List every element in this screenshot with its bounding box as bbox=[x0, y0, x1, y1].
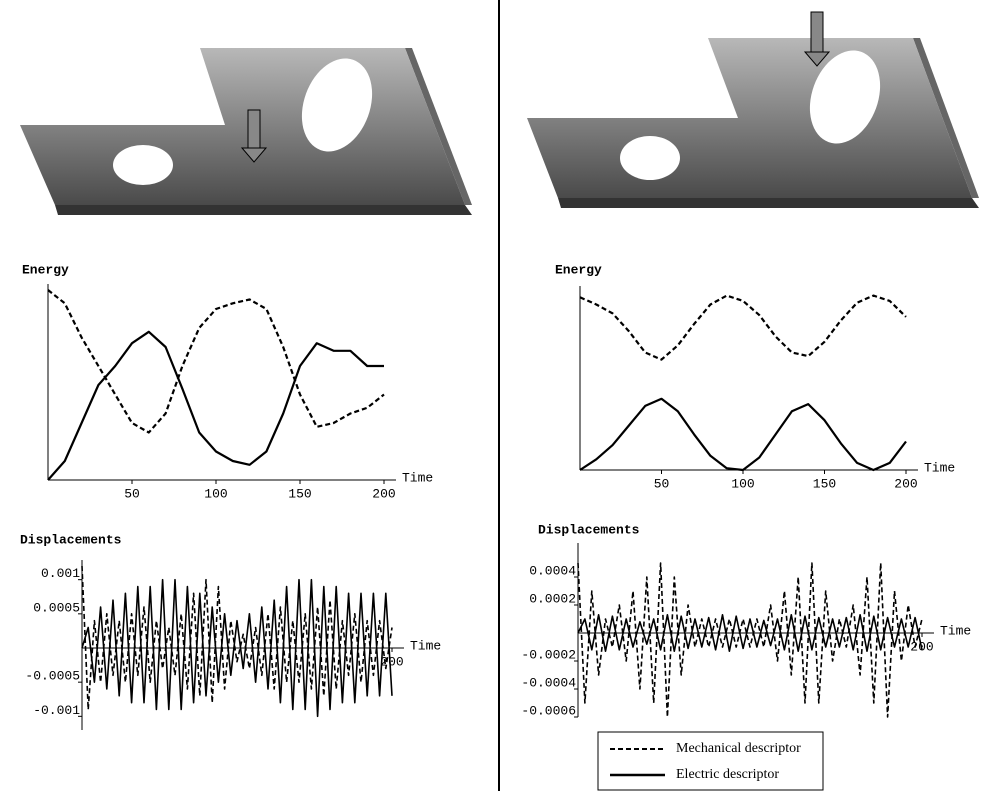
y-tick-label: -0.0006 bbox=[521, 703, 576, 718]
plate-left bbox=[20, 48, 472, 215]
x-tick-label: 100 bbox=[204, 486, 227, 501]
series-line bbox=[81, 578, 393, 718]
series-line bbox=[81, 565, 393, 711]
y-tick-label: -0.001 bbox=[33, 703, 80, 718]
legend-label: Electric descriptor bbox=[676, 767, 779, 782]
x-tick-label: 50 bbox=[124, 486, 140, 501]
y-tick-label: 0.0002 bbox=[529, 591, 576, 606]
x-axis-label: Time bbox=[924, 460, 955, 475]
y-tick-label: 0.0005 bbox=[33, 600, 80, 615]
plate-right bbox=[527, 11, 979, 208]
x-tick-label: 50 bbox=[654, 476, 670, 491]
x-axis-label: Time bbox=[410, 638, 441, 653]
chart-title: Energy bbox=[555, 262, 602, 277]
series-line bbox=[47, 330, 384, 481]
series-line bbox=[579, 397, 907, 472]
y-tick-label: 0.0004 bbox=[529, 563, 576, 578]
chart-title: Displacements bbox=[20, 532, 122, 547]
legend-label: Mechanical descriptor bbox=[676, 741, 801, 756]
x-axis-label: Time bbox=[402, 470, 433, 485]
y-tick-label: -0.0004 bbox=[521, 675, 576, 690]
x-tick-label: 150 bbox=[288, 486, 311, 501]
legend-box bbox=[597, 731, 824, 791]
x-tick-label: 200 bbox=[372, 486, 395, 501]
y-tick-label: -0.0002 bbox=[521, 647, 576, 662]
x-tick-label: 100 bbox=[731, 476, 754, 491]
legend: Mechanical descriptor Electric descripto… bbox=[597, 731, 824, 791]
chart-title: Displacements bbox=[538, 522, 640, 537]
x-axis-label: Time bbox=[940, 623, 971, 638]
y-tick-label: -0.0005 bbox=[25, 669, 80, 684]
series-line bbox=[577, 562, 923, 718]
series-line bbox=[579, 294, 907, 361]
y-tick-label: 0.001 bbox=[41, 566, 80, 581]
x-tick-label: 200 bbox=[380, 654, 403, 669]
x-tick-label: 200 bbox=[894, 476, 917, 491]
series-line bbox=[47, 289, 385, 434]
chart-title: Energy bbox=[22, 262, 69, 277]
series-line bbox=[577, 614, 923, 652]
x-tick-label: 150 bbox=[813, 476, 836, 491]
